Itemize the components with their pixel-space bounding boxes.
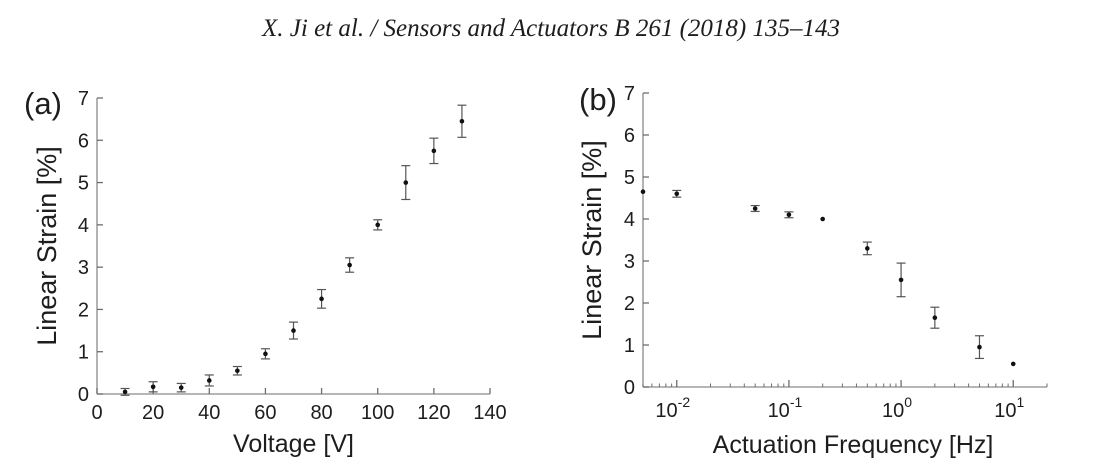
x-tick-label: 101 <box>994 394 1024 422</box>
panel-b-axes <box>642 93 1047 388</box>
data-point <box>235 368 240 374</box>
panel-b-label: (b) <box>579 82 617 117</box>
data-point <box>640 189 646 194</box>
x-tick-label: 80 <box>310 402 332 424</box>
y-tick-label: 0 <box>78 384 89 406</box>
data-point <box>898 277 904 283</box>
y-tick-label: 6 <box>78 130 89 152</box>
y-tick-label: 7 <box>624 83 635 105</box>
y-tick-label: 6 <box>624 125 635 147</box>
panel-b-series-linear-strain-vs-frequency <box>640 189 1016 367</box>
x-tick-label: 100 <box>361 402 394 424</box>
x-tick-label: 10-1 <box>768 394 803 422</box>
panel-b-xlabel: Actuation Frequency [Hz] <box>713 431 994 459</box>
y-tick-label: 4 <box>624 209 635 231</box>
data-point <box>1010 361 1016 367</box>
data-point <box>347 262 352 268</box>
panel-a-series-linear-strain-vs-voltage <box>120 104 467 396</box>
data-point <box>752 206 758 211</box>
y-tick-label: 2 <box>624 293 635 315</box>
x-tick-label: 0 <box>91 402 102 424</box>
data-point <box>431 148 437 154</box>
y-tick-label: 4 <box>78 215 89 237</box>
data-point <box>459 118 465 124</box>
panel-b-ylabel: Linear Strain [%] <box>577 140 607 340</box>
y-tick-label: 3 <box>78 257 89 279</box>
x-tick-label: 120 <box>417 402 450 424</box>
data-point <box>674 191 680 197</box>
data-point <box>291 328 296 333</box>
data-point <box>122 389 128 395</box>
x-tick-label: 10-2 <box>655 394 690 422</box>
data-point <box>403 180 409 185</box>
data-point <box>319 296 324 302</box>
panel-a-axes <box>96 98 490 395</box>
data-point <box>375 222 381 228</box>
x-tick-label: 40 <box>198 402 220 424</box>
data-point <box>178 385 184 390</box>
data-point <box>786 212 792 218</box>
panel-a-xlabel: Voltage [V] <box>233 430 354 458</box>
data-point <box>977 344 982 350</box>
y-tick-label: 5 <box>624 167 635 189</box>
x-tick-label: 20 <box>142 402 164 424</box>
panel-a: 0 1 2 3 4 5 6 7 0 20 40 60 80 100 120 140 (a) Voltage [V]… <box>24 86 507 458</box>
data-point <box>820 216 825 222</box>
x-tick-label: 140 <box>473 402 506 424</box>
data-point <box>865 246 870 251</box>
y-tick-label: 0 <box>624 377 635 399</box>
panel-a-label: (a) <box>24 86 62 121</box>
panel-b: 0 1 2 3 4 5 6 7 10-2 10-1 100 101 (b) Actuation Frequ… <box>577 82 1048 459</box>
x-tick-label: 100 <box>882 394 912 422</box>
y-tick-label: 5 <box>78 173 89 195</box>
data-point <box>206 378 212 383</box>
data-point <box>932 315 938 321</box>
y-tick-label: 1 <box>624 335 635 357</box>
journal-header: X. Ji et al. / Sensors and Actuators B 2… <box>262 15 840 42</box>
x-tick-label: 60 <box>254 402 276 424</box>
y-tick-label: 2 <box>78 299 89 321</box>
panel-a-ylabel: Linear Strain [%] <box>32 146 62 346</box>
data-point <box>263 351 268 357</box>
y-tick-label: 7 <box>78 88 89 110</box>
data-point <box>150 384 156 390</box>
y-tick-label: 1 <box>78 342 89 364</box>
y-tick-label: 3 <box>624 251 635 273</box>
